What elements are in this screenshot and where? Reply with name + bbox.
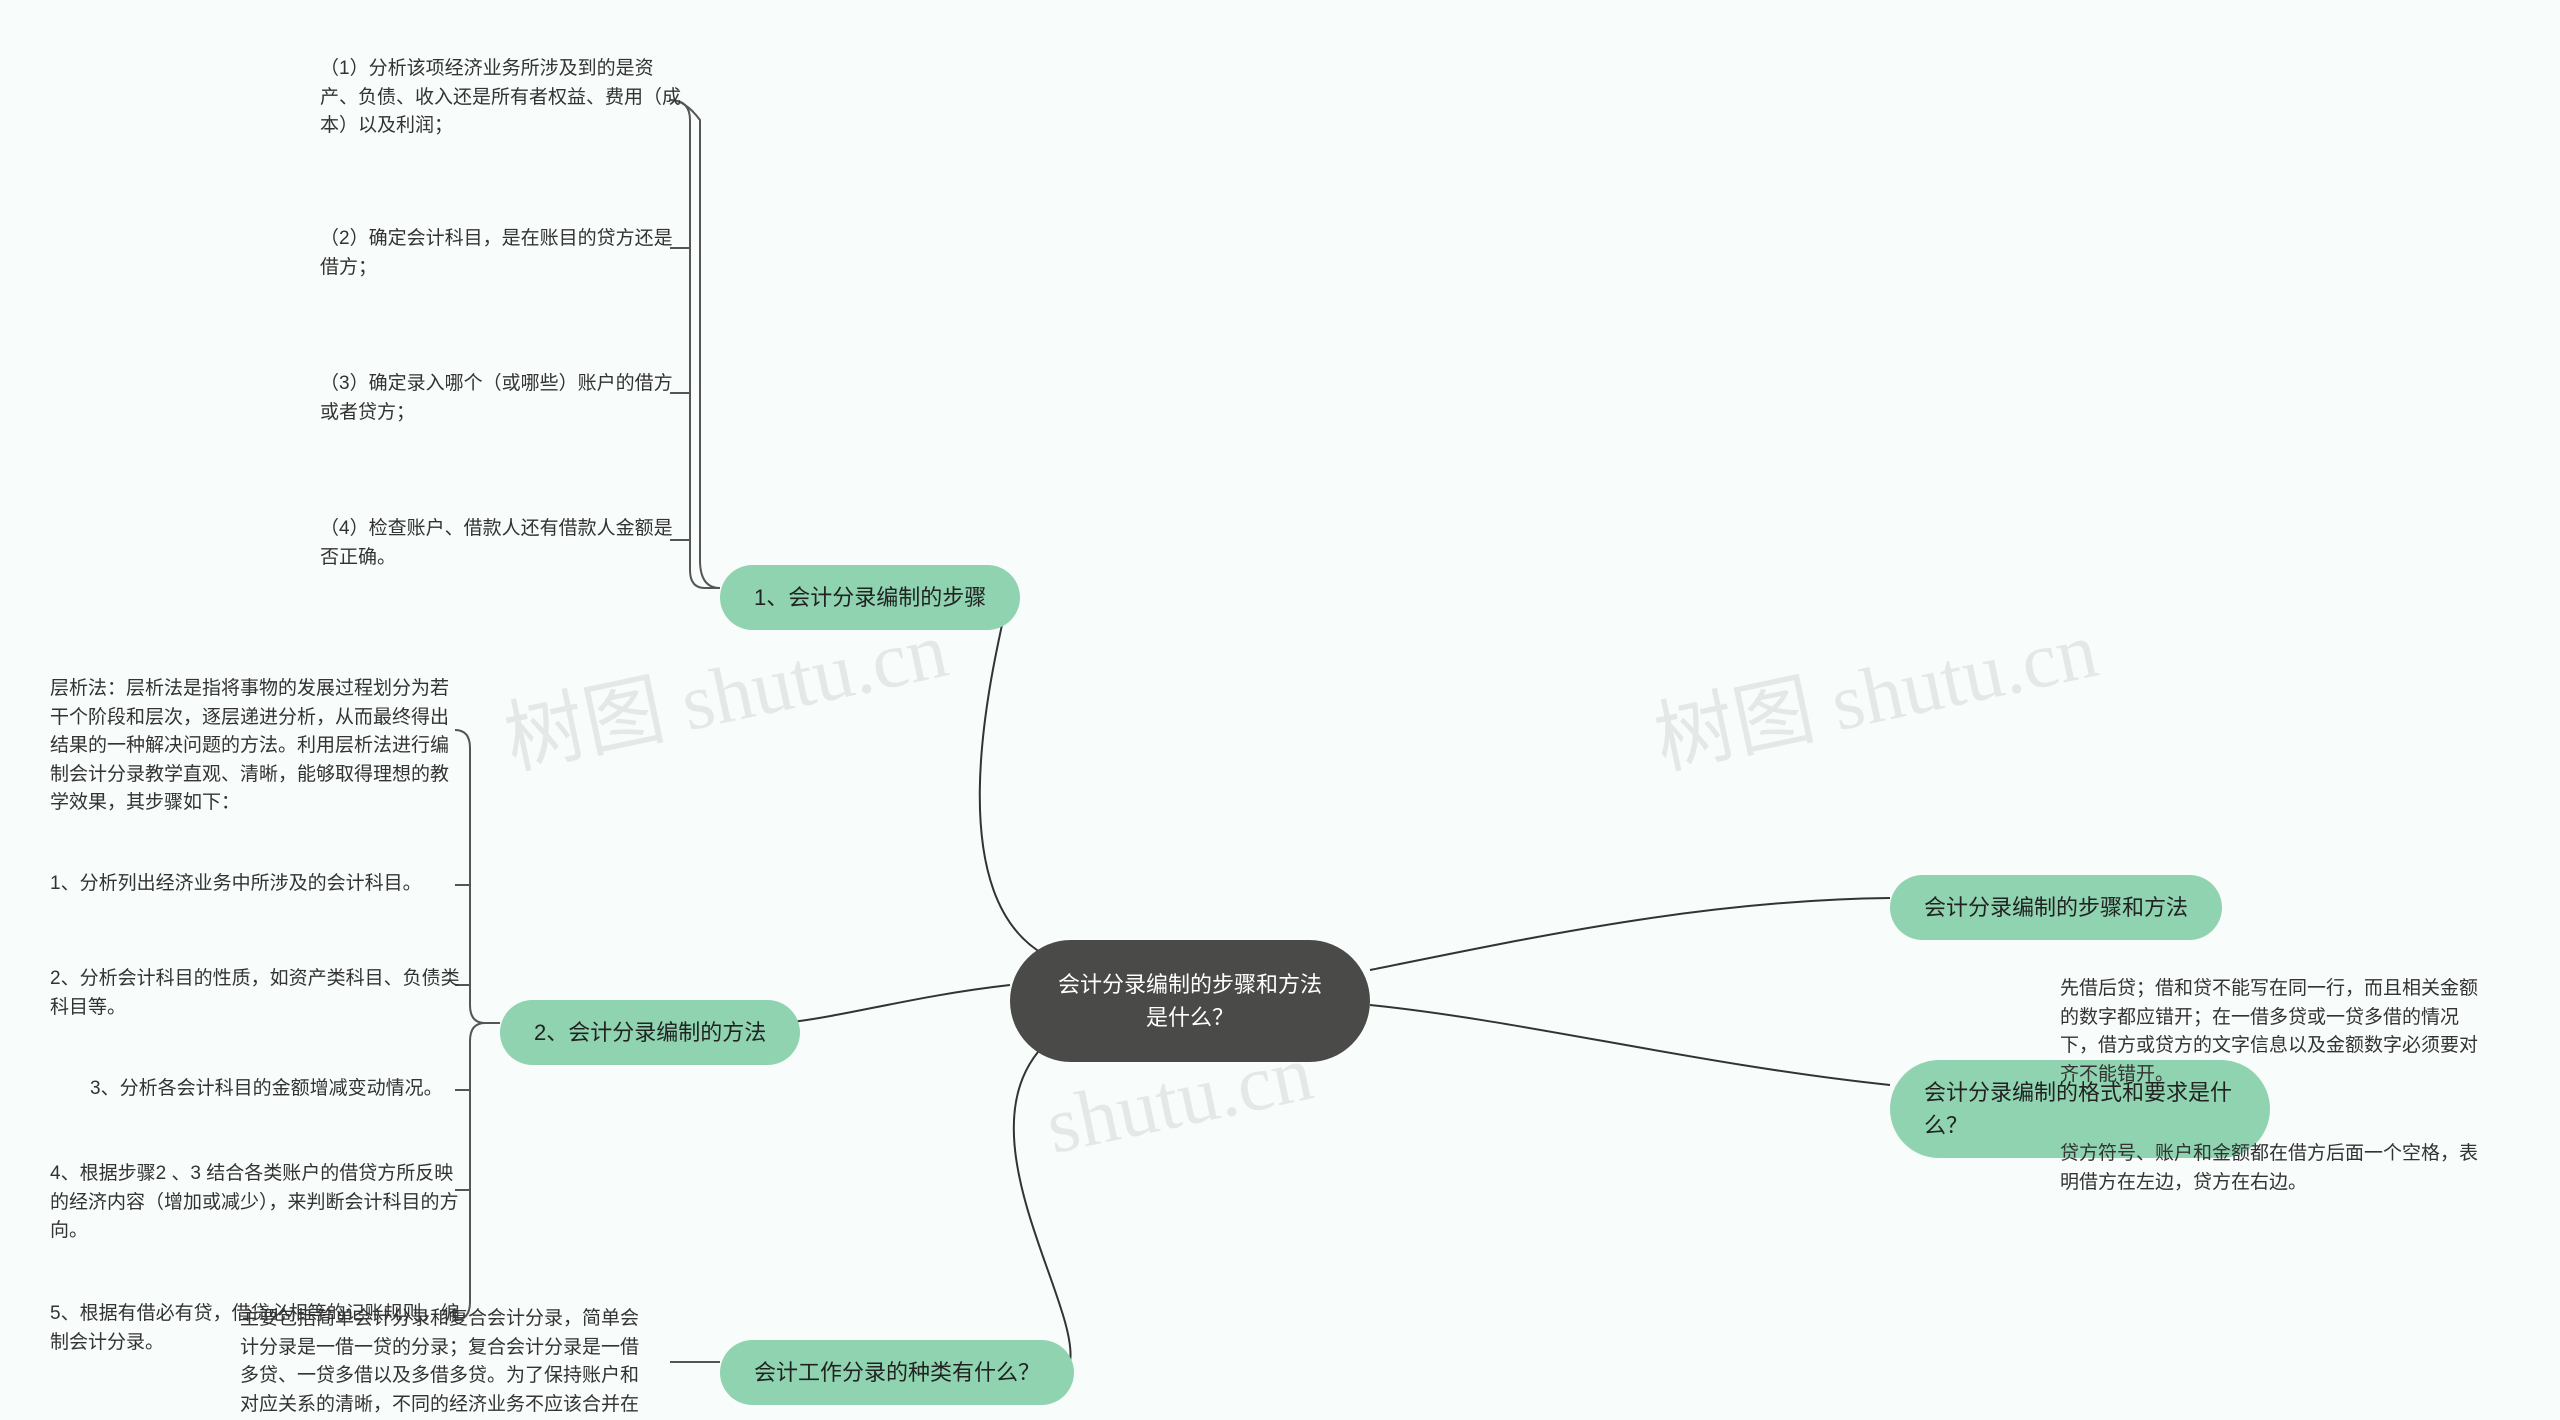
branch-label: 1、会计分录编制的步骤 — [754, 585, 986, 610]
watermark-text: 树图 shutu.cn — [1647, 606, 2104, 785]
leaf-text: （1）分析该项经济业务所涉及到的是资产、负债、收入还是所有者权益、费用（成本）以… — [320, 58, 681, 136]
leaf-text: 1、分析列出经济业务中所涉及的会计科目。 — [50, 873, 422, 894]
leaf-method-intro: 层析法：层析法是指将事物的发展过程划分为若干个阶段和层次，逐层递进分析，从而最终… — [50, 675, 460, 818]
leaf-text: （2）确定会计科目，是在账目的贷方还是借方； — [320, 228, 673, 278]
root-label: 会计分录编制的步骤和方法是什么？ — [1058, 972, 1322, 1030]
leaf-text: 2、分析会计科目的性质，如资产类科目、负债类科目等。 — [50, 968, 460, 1018]
leaf-method-3: 3、分析各会计科目的金额增减变动情况。 — [90, 1075, 460, 1104]
leaf-text: （3）确定录入哪个（或哪些）账户的借方或者贷方； — [320, 373, 673, 423]
leaf-text: 主要包括简单会计分录和复合会计分录，简单会计分录是一借一贷的分录；复合会计分录是… — [240, 1308, 639, 1420]
leaf-text: 先借后贷；借和贷不能写在同一行，而且相关金额的数字都应错开；在一借多贷或一贷多借… — [2060, 978, 2478, 1085]
watermark: .cn — [672, 1411, 784, 1420]
leaf-step-2: （2）确定会计科目，是在账目的贷方还是借方； — [320, 225, 690, 282]
leaf-step-1: （1）分析该项经济业务所涉及到的是资产、负债、收入还是所有者权益、费用（成本）以… — [320, 55, 690, 141]
watermark: utu.cn — [1773, 1400, 1985, 1420]
leaf-format-1: 先借后贷；借和贷不能写在同一行，而且相关金额的数字都应错开；在一借多贷或一贷多借… — [2060, 975, 2490, 1089]
branch-steps[interactable]: 1、会计分录编制的步骤 — [720, 565, 1020, 630]
branch-label: 2、会计分录编制的方法 — [534, 1020, 766, 1045]
watermark: 树图 shutu.cn — [1643, 585, 2106, 792]
watermark-text: utu.cn — [1773, 1401, 1985, 1420]
leaf-text: （4）检查账户、借款人还有借款人金额是否正确。 — [320, 518, 673, 568]
leaf-method-1: 1、分析列出经济业务中所涉及的会计科目。 — [50, 870, 460, 899]
leaf-text: 4、根据步骤2 、3 结合各类账户的借贷方所反映的经济内容（增加或减少），来判断… — [50, 1163, 459, 1241]
leaf-format-2: 贷方符号、账户和金额都在借方后面一个空格，表明借方在左边，贷方在右边。 — [2060, 1140, 2490, 1197]
branch-types[interactable]: 会计工作分录的种类有什么？ — [720, 1340, 1074, 1405]
leaf-text: 贷方符号、账户和金额都在借方后面一个空格，表明借方在左边，贷方在右边。 — [2060, 1143, 2478, 1193]
watermark-text: .cn — [672, 1412, 784, 1420]
branch-methods[interactable]: 2、会计分录编制的方法 — [500, 1000, 800, 1065]
branch-label: 会计工作分录的种类有什么？ — [754, 1360, 1040, 1385]
watermark-text: 树图 shutu.cn — [497, 606, 954, 785]
root-node[interactable]: 会计分录编制的步骤和方法是什么？ — [1010, 940, 1370, 1062]
leaf-step-3: （3）确定录入哪个（或哪些）账户的借方或者贷方； — [320, 370, 690, 427]
leaf-text: 层析法：层析法是指将事物的发展过程划分为若干个阶段和层次，逐层递进分析，从而最终… — [50, 678, 449, 813]
leaf-method-4: 4、根据步骤2 、3 结合各类账户的借贷方所反映的经济内容（增加或减少），来判断… — [50, 1160, 460, 1246]
leaf-method-2: 2、分析会计科目的性质，如资产类科目、负债类科目等。 — [50, 965, 460, 1022]
branch-steps-methods[interactable]: 会计分录编制的步骤和方法 — [1890, 875, 2222, 940]
leaf-step-4: （4）检查账户、借款人还有借款人金额是否正确。 — [320, 515, 690, 572]
leaf-types: 主要包括简单会计分录和复合会计分录，简单会计分录是一借一贷的分录；复合会计分录是… — [240, 1305, 650, 1420]
leaf-text: 3、分析各会计科目的金额增减变动情况。 — [90, 1078, 443, 1099]
branch-label: 会计分录编制的步骤和方法 — [1924, 895, 2188, 920]
